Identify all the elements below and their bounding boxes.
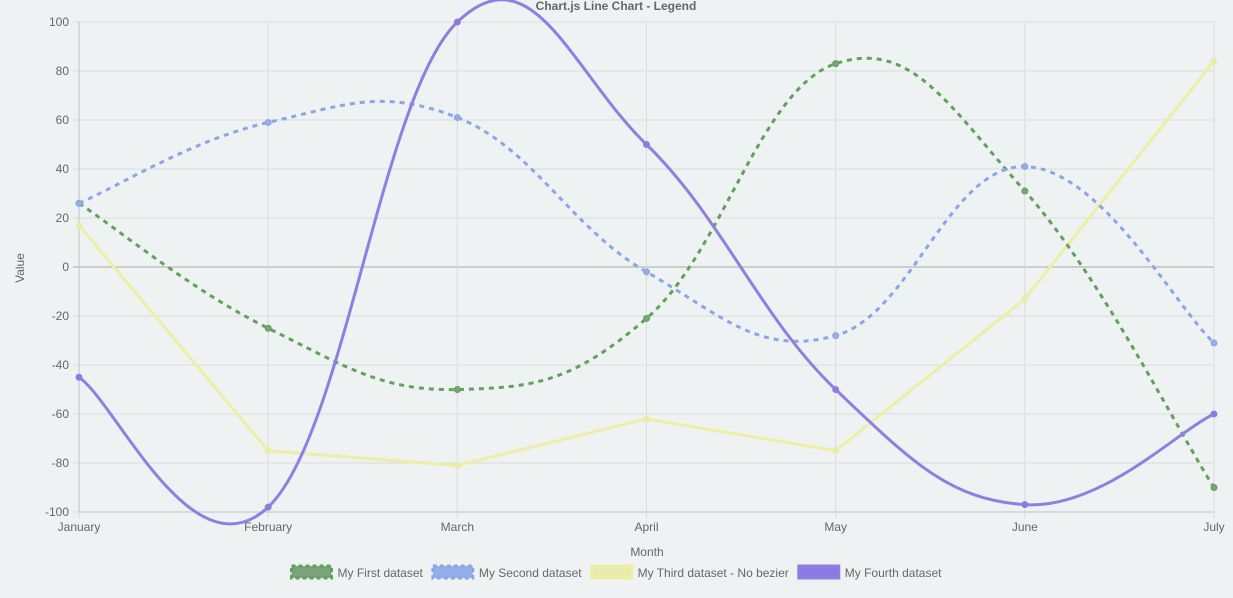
data-point-series-1[interactable] xyxy=(1021,187,1029,195)
legend-label: My Fourth dataset xyxy=(845,566,942,580)
data-point-series-4[interactable] xyxy=(453,18,461,26)
y-tick-label: 100 xyxy=(49,15,69,29)
series-line-1 xyxy=(78,56,1216,489)
y-axis-title: Value xyxy=(13,253,27,283)
legend-item-4[interactable]: My Fourth dataset xyxy=(797,564,942,580)
data-point-series-3[interactable] xyxy=(643,415,650,423)
x-tick-label: February xyxy=(244,520,292,534)
legend-swatch xyxy=(590,564,634,580)
y-tick-label: 20 xyxy=(56,211,70,225)
y-tick-label: 0 xyxy=(62,260,69,274)
data-point-series-2[interactable] xyxy=(75,199,83,207)
legend-label: My First dataset xyxy=(338,566,424,580)
data-point-series-4[interactable] xyxy=(1021,501,1029,509)
legend-label: My Second dataset xyxy=(479,566,582,580)
data-point-series-2[interactable] xyxy=(1210,339,1218,347)
x-tick-label: March xyxy=(441,520,474,534)
data-point-series-1[interactable] xyxy=(264,324,272,332)
data-point-series-1[interactable] xyxy=(1210,484,1218,491)
data-point-series-4[interactable] xyxy=(643,141,650,148)
data-point-series-4[interactable] xyxy=(75,373,83,381)
data-point-series-3[interactable] xyxy=(1210,57,1218,65)
data-point-series-1[interactable] xyxy=(832,60,840,68)
y-tick-label: 60 xyxy=(56,113,70,127)
x-tick-label: April xyxy=(634,520,658,534)
data-points xyxy=(75,18,1218,511)
x-tick-label: July xyxy=(1203,520,1224,534)
data-point-series-3[interactable] xyxy=(264,447,272,455)
chart-title: Chart.js Line Chart - Legend xyxy=(536,0,697,13)
data-point-series-3[interactable] xyxy=(832,447,840,455)
x-tick-label: June xyxy=(1012,520,1038,534)
x-tick-label: May xyxy=(824,520,847,534)
y-tick-label: -100 xyxy=(45,505,69,519)
y-tick-label: -60 xyxy=(52,407,70,421)
legend-item-1[interactable]: My First dataset xyxy=(290,564,424,580)
data-point-series-3[interactable] xyxy=(75,221,83,229)
data-point-series-3[interactable] xyxy=(1021,295,1029,303)
legend-item-3[interactable]: My Third dataset - No bezier xyxy=(590,564,789,580)
legend-label: My Third dataset - No bezier xyxy=(638,566,789,580)
x-axis-title: Month xyxy=(630,545,663,559)
y-tick-label: 40 xyxy=(56,162,70,176)
x-tick-label: January xyxy=(58,520,101,534)
data-point-series-2[interactable] xyxy=(453,114,461,122)
y-tick-label: -20 xyxy=(52,309,70,323)
data-point-series-1[interactable] xyxy=(643,314,650,322)
data-point-series-2[interactable] xyxy=(832,332,840,340)
y-tick-label: -80 xyxy=(52,456,70,470)
data-point-series-4[interactable] xyxy=(1210,410,1218,418)
data-point-series-1[interactable] xyxy=(453,386,461,393)
y-tick-label: 80 xyxy=(56,64,70,78)
data-point-series-2[interactable] xyxy=(643,268,650,276)
data-point-series-2[interactable] xyxy=(1021,163,1029,171)
data-point-series-2[interactable] xyxy=(264,118,272,126)
legend-item-2[interactable]: My Second dataset xyxy=(431,564,582,580)
legend-swatch xyxy=(797,564,841,580)
legend-swatch xyxy=(431,564,475,580)
data-point-series-4[interactable] xyxy=(264,503,272,511)
data-point-series-4[interactable] xyxy=(832,386,840,393)
legend: My First dataset My Second dataset My Thir… xyxy=(290,564,942,580)
legend-swatch xyxy=(290,564,334,580)
data-point-series-3[interactable] xyxy=(453,461,461,469)
y-tick-label: -40 xyxy=(52,358,70,372)
